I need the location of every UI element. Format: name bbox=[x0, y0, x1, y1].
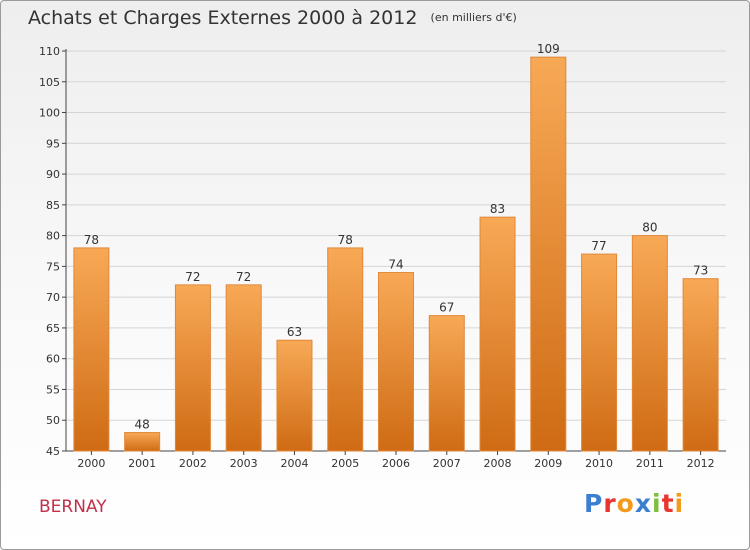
bar bbox=[225, 284, 262, 452]
logo-letter: i bbox=[652, 489, 662, 518]
x-tick-label: 2011 bbox=[636, 457, 664, 470]
x-tick-label: 2002 bbox=[179, 457, 207, 470]
bar-value-label: 72 bbox=[236, 270, 251, 284]
bar bbox=[124, 432, 161, 452]
bar-value-label: 77 bbox=[591, 239, 606, 253]
y-tick-label: 60 bbox=[46, 353, 60, 366]
bar bbox=[73, 247, 110, 452]
y-tick-label: 55 bbox=[46, 383, 60, 396]
bar-value-label: 72 bbox=[185, 270, 200, 284]
logo-letter: P bbox=[584, 489, 604, 518]
proxiti-logo: Proxiti bbox=[584, 489, 684, 518]
logo-letter: x bbox=[634, 489, 652, 518]
y-tick-label: 110 bbox=[39, 45, 60, 58]
bar-value-label: 80 bbox=[642, 221, 657, 235]
bar bbox=[682, 278, 719, 452]
bar-value-label: 109 bbox=[537, 42, 560, 56]
y-tick-label: 105 bbox=[39, 76, 60, 89]
bar-value-label: 48 bbox=[135, 418, 150, 432]
logo-letter: r bbox=[603, 489, 617, 518]
bar-value-label: 73 bbox=[693, 264, 708, 278]
x-tick-label: 2009 bbox=[534, 457, 562, 470]
x-tick-label: 2012 bbox=[687, 457, 715, 470]
bar bbox=[174, 284, 211, 452]
y-tick-label: 95 bbox=[46, 137, 60, 150]
y-tick-label: 100 bbox=[39, 107, 60, 120]
y-tick-label: 80 bbox=[46, 230, 60, 243]
x-tick-label: 2007 bbox=[433, 457, 461, 470]
y-tick-label: 70 bbox=[46, 291, 60, 304]
logo-letter: o bbox=[616, 489, 635, 518]
bar-value-label: 63 bbox=[287, 325, 302, 339]
bar bbox=[378, 272, 414, 452]
x-tick-label: 2003 bbox=[230, 457, 258, 470]
x-tick-label: 2000 bbox=[77, 457, 105, 470]
bar bbox=[530, 56, 567, 452]
bar bbox=[276, 339, 313, 452]
x-tick-label: 2010 bbox=[585, 457, 613, 470]
logo-letter: i bbox=[674, 489, 685, 518]
y-tick-label: 65 bbox=[46, 322, 60, 335]
city-label: BERNAY bbox=[39, 497, 107, 517]
bar bbox=[581, 253, 618, 452]
chart-title: Achats et Charges Externes 2000 à 2012 bbox=[28, 7, 418, 29]
bar bbox=[479, 216, 516, 452]
bar-value-label: 74 bbox=[388, 258, 403, 272]
bar bbox=[428, 315, 465, 452]
bar bbox=[631, 235, 668, 452]
y-tick-label: 45 bbox=[46, 445, 60, 458]
bar bbox=[327, 247, 364, 452]
x-tick-label: 2006 bbox=[382, 457, 410, 470]
y-tick-label: 85 bbox=[46, 199, 60, 212]
title-row: Achats et Charges Externes 2000 à 2012 (… bbox=[28, 7, 517, 29]
bar-value-label: 78 bbox=[338, 233, 353, 247]
y-tick-label: 50 bbox=[46, 414, 60, 427]
logo-letter: t bbox=[661, 489, 675, 518]
x-tick-label: 2005 bbox=[331, 457, 359, 470]
x-tick-label: 2008 bbox=[484, 457, 512, 470]
bar-value-label: 78 bbox=[84, 233, 99, 247]
chart-subtitle: (en milliers d'€) bbox=[430, 11, 517, 24]
bar-value-label: 83 bbox=[490, 202, 505, 216]
bar-value-label: 67 bbox=[439, 301, 454, 315]
x-tick-label: 2001 bbox=[128, 457, 156, 470]
x-tick-label: 2004 bbox=[280, 457, 308, 470]
y-tick-label: 90 bbox=[46, 168, 60, 181]
y-tick-label: 75 bbox=[46, 260, 60, 273]
